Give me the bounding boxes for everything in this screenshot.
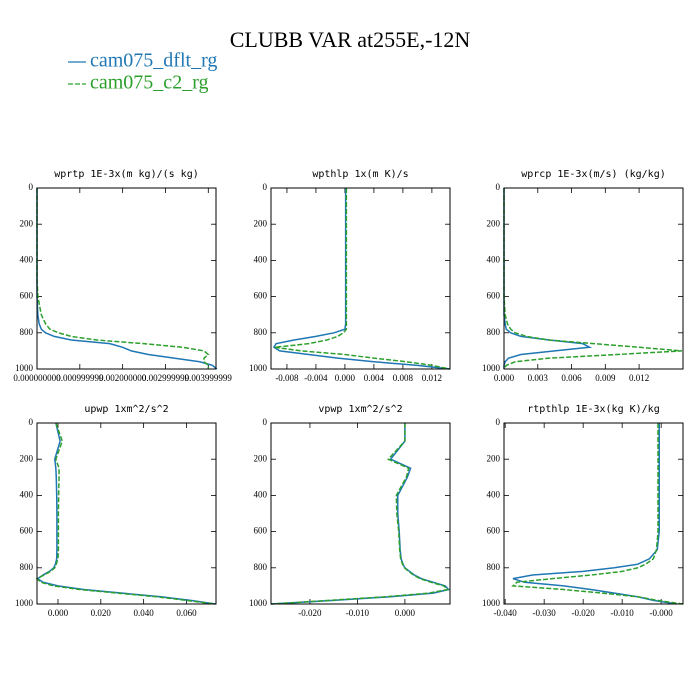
y-tick-label: 0 — [263, 417, 268, 427]
x-tick-label: 0.000 — [494, 373, 515, 383]
panel-frame — [270, 187, 451, 370]
x-tick-label: 0.000 — [48, 608, 69, 618]
y-tick-label: 800 — [20, 327, 34, 337]
x-tick-label: -0.010 — [611, 608, 635, 618]
x-tick-label: 0.000 — [395, 608, 416, 618]
panel-title: wprcp 1E-3x(m/s) (kg/kg) — [521, 169, 666, 180]
x-tick-label: 0.060 — [176, 608, 197, 618]
y-tick-label: 800 — [254, 562, 268, 572]
profile-line — [274, 188, 451, 370]
x-tick-label: 0.003 — [528, 373, 549, 383]
panel-frame — [270, 422, 451, 605]
legend-label: cam075_dflt_rg — [90, 50, 217, 72]
y-tick-label: 600 — [254, 526, 268, 536]
y-tick-label: 400 — [487, 254, 501, 264]
x-tick-label: 0.009 — [595, 373, 616, 383]
y-tick-label: 0 — [496, 417, 501, 427]
y-tick-label: 200 — [487, 218, 501, 228]
panel-frame — [36, 422, 217, 605]
profile-line — [512, 423, 677, 605]
y-tick-label: 400 — [254, 254, 268, 264]
y-tick-label: 0 — [263, 182, 268, 192]
x-tick-label: 0.000999999 — [56, 373, 104, 383]
y-tick-label: 600 — [487, 526, 501, 536]
x-tick-label: 0.012 — [629, 373, 649, 383]
x-tick-label: 0.020 — [91, 608, 112, 618]
y-tick-label: 1000 — [15, 598, 34, 608]
x-tick-label: 0.002000000 — [99, 373, 147, 383]
x-tick-label: -0.010 — [346, 608, 370, 618]
x-tick-label: 0.000 — [335, 373, 356, 383]
x-tick-label: -0.020 — [572, 608, 596, 618]
x-tick-label: 0.040 — [134, 608, 155, 618]
x-tick-label: 0.003999999 — [185, 373, 233, 383]
panel-title: wpthlp 1x(m K)/s — [312, 169, 408, 180]
y-tick-label: 1000 — [482, 598, 501, 608]
panel-frame — [36, 187, 217, 370]
y-tick-label: 800 — [487, 562, 501, 572]
panel-frame — [503, 422, 684, 605]
x-tick-label: 0.008 — [393, 373, 414, 383]
y-tick-label: 600 — [20, 526, 34, 536]
y-tick-label: 200 — [20, 218, 34, 228]
panel-title: vpwp 1xm^2/s^2 — [318, 404, 402, 415]
y-tick-label: 200 — [254, 453, 268, 463]
y-tick-label: 400 — [254, 489, 268, 499]
profile-line — [36, 188, 210, 369]
x-tick-label: 0.000000000 — [13, 373, 61, 383]
y-tick-label: 200 — [487, 453, 501, 463]
y-tick-label: 400 — [487, 489, 501, 499]
panel-title: upwp 1xm^2/s^2 — [84, 404, 168, 415]
x-tick-label: 0.006 — [561, 373, 582, 383]
panel-frame — [503, 187, 684, 370]
profile-line — [511, 423, 684, 605]
y-tick-label: 600 — [487, 291, 501, 301]
x-tick-label: -0.000 — [650, 608, 674, 618]
x-tick-label: 0.002999999 — [142, 373, 190, 383]
x-tick-label: -0.040 — [494, 608, 518, 618]
x-tick-label: 0.012 — [422, 373, 442, 383]
x-tick-label: -0.030 — [533, 608, 557, 618]
y-tick-label: 800 — [487, 327, 501, 337]
y-tick-label: 800 — [254, 327, 268, 337]
y-tick-label: 600 — [254, 291, 268, 301]
y-tick-label: 200 — [20, 453, 34, 463]
profile-line — [503, 188, 682, 370]
y-tick-label: 1000 — [249, 598, 268, 608]
profile-line — [35, 422, 216, 605]
y-tick-label: 1000 — [482, 363, 501, 373]
profile-line — [272, 188, 451, 370]
y-tick-label: 800 — [20, 562, 34, 572]
y-tick-label: 0 — [29, 417, 34, 427]
y-tick-label: 600 — [20, 291, 34, 301]
y-tick-label: 1000 — [15, 363, 34, 373]
panel-title: rtpthlp 1E-3x(kg K)/kg — [527, 404, 659, 415]
x-tick-label: -0.008 — [275, 373, 299, 383]
x-tick-label: 0.004 — [364, 373, 385, 383]
profile-line — [36, 422, 216, 605]
x-tick-label: -0.020 — [298, 608, 322, 618]
y-tick-label: 0 — [29, 182, 34, 192]
x-tick-label: -0.004 — [304, 373, 328, 383]
y-tick-label: 400 — [20, 254, 34, 264]
figure-title: CLUBB VAR at255E,-12N — [230, 27, 471, 52]
y-tick-label: 400 — [20, 489, 34, 499]
profile-line — [270, 423, 450, 605]
legend-label: cam075_c2_rg — [90, 72, 209, 94]
profile-line — [270, 423, 450, 605]
profile-line — [36, 188, 218, 370]
y-tick-label: 0 — [496, 182, 501, 192]
y-tick-label: 200 — [254, 218, 268, 228]
y-tick-label: 1000 — [249, 363, 268, 373]
panel-title: wprtp 1E-3x(m kg)/(s kg) — [54, 169, 199, 180]
